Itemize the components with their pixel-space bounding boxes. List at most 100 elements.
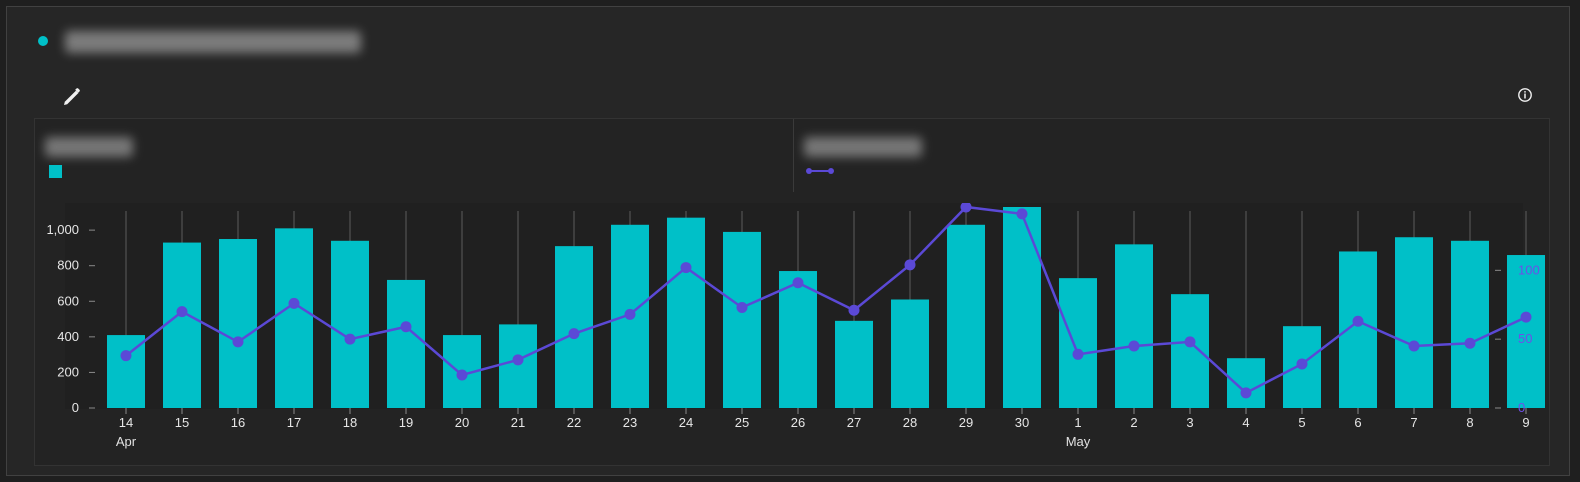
x-axis-label: 22 xyxy=(567,415,581,430)
line-point[interactable] xyxy=(624,308,636,320)
bar-mark[interactable] xyxy=(779,271,817,408)
x-axis-label: 1 xyxy=(1074,415,1081,430)
status-dot-icon xyxy=(38,36,48,46)
bar-mark[interactable] xyxy=(331,240,369,408)
x-axis-label: 5 xyxy=(1298,415,1305,430)
bar-mark[interactable] xyxy=(891,299,929,408)
x-axis-label: 6 xyxy=(1354,415,1361,430)
x-axis-label: 7 xyxy=(1410,415,1417,430)
left-axis-label: 400 xyxy=(57,329,79,344)
x-axis-label: 23 xyxy=(623,415,637,430)
bar-mark[interactable] xyxy=(667,217,705,408)
x-axis-label: 4 xyxy=(1242,415,1249,430)
x-axis-label: 25 xyxy=(735,415,749,430)
line-point[interactable] xyxy=(1408,340,1420,352)
x-axis-month-label: Apr xyxy=(116,434,137,449)
info-icon[interactable] xyxy=(1517,87,1533,103)
line-point[interactable] xyxy=(1296,358,1308,370)
legend-left-label xyxy=(45,137,133,157)
x-axis-label: 19 xyxy=(399,415,413,430)
bar-mark[interactable] xyxy=(1115,244,1153,408)
right-axis-label: 100 xyxy=(1518,262,1540,277)
line-point[interactable] xyxy=(1184,336,1196,348)
line-point[interactable] xyxy=(1464,337,1476,349)
legend-bar-swatch-icon xyxy=(49,165,62,178)
bar-mark[interactable] xyxy=(499,324,537,408)
bar-mark[interactable] xyxy=(1227,358,1265,408)
x-axis-label: 27 xyxy=(847,415,861,430)
x-axis-label: 18 xyxy=(343,415,357,430)
x-axis-label: 20 xyxy=(455,415,469,430)
bar-mark[interactable] xyxy=(723,231,761,408)
bar-mark[interactable] xyxy=(219,239,257,408)
legend-right-label xyxy=(804,137,922,157)
bar-mark[interactable] xyxy=(1171,294,1209,408)
x-axis-month-label: May xyxy=(1066,434,1091,449)
bar-mark[interactable] xyxy=(1339,251,1377,408)
line-point[interactable] xyxy=(736,302,748,313)
line-point[interactable] xyxy=(456,369,468,381)
x-axis-label: 28 xyxy=(903,415,917,430)
line-point[interactable] xyxy=(1128,340,1140,352)
x-axis-label: 21 xyxy=(511,415,525,430)
left-axis-label: 1,000 xyxy=(46,222,79,237)
right-axis-label: 50 xyxy=(1518,331,1532,346)
bar-mark[interactable] xyxy=(555,246,593,408)
x-axis-label: 8 xyxy=(1466,415,1473,430)
pencil-icon[interactable] xyxy=(60,85,84,109)
bar-mark[interactable] xyxy=(835,320,873,408)
line-point[interactable] xyxy=(288,297,300,309)
line-point[interactable] xyxy=(232,336,244,348)
line-point[interactable] xyxy=(512,354,524,366)
line-point[interactable] xyxy=(568,328,580,340)
x-axis-label: 16 xyxy=(231,415,245,430)
line-point[interactable] xyxy=(176,306,188,318)
bar-mark[interactable] xyxy=(1507,255,1545,408)
bar-mark[interactable] xyxy=(275,228,313,408)
bar-mark[interactable] xyxy=(1395,237,1433,408)
legend-line-icon xyxy=(806,168,834,174)
x-axis-label: 24 xyxy=(679,415,693,430)
line-point[interactable] xyxy=(344,333,356,345)
line-point[interactable] xyxy=(400,321,412,333)
chart-panel: 0 200 400 600 800 1,000 0 50 100 14 15 16 17 18 19 20 21… xyxy=(6,6,1570,476)
x-axis-label: 17 xyxy=(287,415,301,430)
x-axis-label: 14 xyxy=(119,415,133,430)
left-axis-label: 200 xyxy=(57,364,79,379)
x-axis-label: 30 xyxy=(1015,415,1029,430)
line-point[interactable] xyxy=(848,304,860,316)
line-point[interactable] xyxy=(904,259,916,271)
x-axis-label: 2 xyxy=(1130,415,1137,430)
series-line xyxy=(125,205,1527,395)
line-point[interactable] xyxy=(120,350,132,362)
bar-mark[interactable] xyxy=(947,224,985,408)
left-axis-label: 600 xyxy=(57,293,79,308)
legend-right xyxy=(793,119,1551,192)
line-point[interactable] xyxy=(1072,348,1084,360)
x-axis-label: 15 xyxy=(175,415,189,430)
x-axis-label: 26 xyxy=(791,415,805,430)
line-point[interactable] xyxy=(792,277,804,289)
right-axis-label: 0 xyxy=(1518,400,1525,415)
line-point[interactable] xyxy=(960,203,972,213)
legend-left xyxy=(35,119,793,192)
line-point[interactable] xyxy=(680,262,692,274)
x-axis-label: 29 xyxy=(959,415,973,430)
bar-mark[interactable] xyxy=(163,242,201,408)
panel-title xyxy=(65,31,361,53)
line-point[interactable] xyxy=(1240,387,1252,399)
left-axis-label: 800 xyxy=(57,258,79,273)
line-point[interactable] xyxy=(1352,315,1364,327)
line-point[interactable] xyxy=(1520,311,1532,323)
left-axis-label: 0 xyxy=(72,400,79,415)
x-axis-label: 3 xyxy=(1186,415,1193,430)
x-axis-label: 9 xyxy=(1522,415,1529,430)
chart-frame: 0 200 400 600 800 1,000 0 50 100 14 15 16 17 18 19 20 21… xyxy=(34,118,1550,466)
line-point[interactable] xyxy=(1016,208,1028,220)
bar-mark[interactable] xyxy=(387,279,425,408)
toolbar xyxy=(7,75,1571,115)
bar-mark[interactable] xyxy=(1003,207,1041,408)
bar-mark[interactable] xyxy=(1451,240,1489,408)
bar-mark[interactable] xyxy=(1059,278,1097,408)
